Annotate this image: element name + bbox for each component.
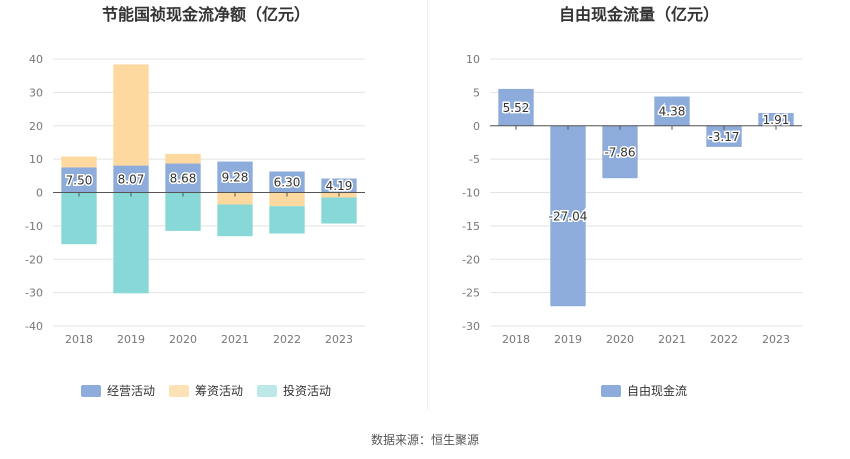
x-tick-label: 2022 xyxy=(710,333,738,346)
data-label: 5.52 xyxy=(503,101,530,115)
bar-segment xyxy=(165,153,201,164)
y-tick-label: 0 xyxy=(36,187,43,200)
y-tick-label: -10 xyxy=(25,220,43,233)
x-tick-label: 2021 xyxy=(221,333,249,346)
legend-swatch xyxy=(601,385,621,397)
legend-swatch xyxy=(169,385,189,397)
y-tick-label: 20 xyxy=(29,120,43,133)
data-label: 4.19 xyxy=(326,179,353,193)
data-label: -27.04 xyxy=(549,209,588,223)
bar-segment xyxy=(550,125,586,307)
chart-title: 自由现金流量（亿元） xyxy=(559,5,719,24)
bar-segment xyxy=(321,178,357,193)
y-tick-label: -20 xyxy=(25,253,43,266)
bar-segment xyxy=(61,156,97,168)
data-label: 4.38 xyxy=(659,105,686,119)
bar-segment xyxy=(269,171,305,193)
y-tick-label: -15 xyxy=(462,220,480,233)
y-tick-label: 10 xyxy=(29,153,43,166)
bar-segment xyxy=(321,197,357,224)
free-cash-flow-chart: 自由现金流量（亿元） 10 5 0 -5 -10 -15 -20 -25 -30 2018 2019 2… xyxy=(462,5,802,398)
x-tick-label: 2018 xyxy=(65,333,93,346)
x-tick-label: 2021 xyxy=(658,333,686,346)
legend-label: 筹资活动 xyxy=(195,384,243,398)
x-tick-label: 2020 xyxy=(169,333,197,346)
bar-segment xyxy=(217,204,253,237)
data-label: 8.07 xyxy=(118,173,145,187)
data-label: 7.50 xyxy=(66,173,93,187)
bar-segment xyxy=(61,167,97,193)
bar-segment xyxy=(758,113,794,126)
y-tick-label: 10 xyxy=(466,53,480,66)
y-tick-label: -5 xyxy=(469,153,480,166)
bar-segment xyxy=(165,192,201,231)
x-tick-label: 2019 xyxy=(117,333,145,346)
y-tick-label: 40 xyxy=(29,53,43,66)
bar-segment xyxy=(165,163,201,193)
legend-label: 自由现金流 xyxy=(627,383,687,398)
x-tick-label: 2023 xyxy=(325,333,353,346)
y-tick-label: -40 xyxy=(25,320,43,333)
bar-segment xyxy=(113,192,149,294)
chart-title: 节能国祯现金流净额（亿元） xyxy=(102,5,310,24)
legend-label: 经营活动 xyxy=(107,384,155,398)
bar-segment xyxy=(706,125,742,147)
bar-segment xyxy=(217,192,253,205)
bar-segment xyxy=(602,125,638,179)
legend-swatch xyxy=(81,385,101,397)
x-tick-label: 2022 xyxy=(273,333,301,346)
x-tick-label: 2020 xyxy=(606,333,634,346)
y-tick-label: 30 xyxy=(29,86,43,99)
data-label: -7.86 xyxy=(604,145,635,159)
bar-segment xyxy=(498,88,534,126)
x-tick-label: 2023 xyxy=(762,333,790,346)
y-tick-label: 5 xyxy=(473,86,480,99)
y-tick-label: 0 xyxy=(473,120,480,133)
data-label: 9.28 xyxy=(222,171,249,185)
bar-segment xyxy=(654,96,690,126)
bar-segment xyxy=(113,165,149,193)
data-label: 8.68 xyxy=(170,172,197,186)
y-tick-label: -10 xyxy=(462,187,480,200)
bar-segment xyxy=(113,64,149,166)
panel-divider xyxy=(427,0,428,410)
x-tick-label: 2019 xyxy=(554,333,582,346)
y-tick-label: -20 xyxy=(462,253,480,266)
bar-segment xyxy=(269,206,305,234)
legend-swatch xyxy=(257,385,277,397)
bar-segment xyxy=(269,192,305,207)
bar-segment xyxy=(217,161,253,193)
y-tick-label: -25 xyxy=(462,287,480,300)
x-tick-label: 2018 xyxy=(502,333,530,346)
data-label: 6.30 xyxy=(274,175,301,189)
data-label: -3.17 xyxy=(708,130,739,144)
cash-flow-net-chart: 节能国祯现金流净额（亿元） 40 30 20 10 0 -10 -20 -30 -40 2018 20… xyxy=(25,5,365,398)
bar-segment xyxy=(61,192,97,245)
data-source-note: 数据来源：恒生聚源 xyxy=(370,433,479,447)
legend-label: 投资活动 xyxy=(283,383,331,398)
y-tick-label: -30 xyxy=(462,320,480,333)
data-label: 1.91 xyxy=(763,113,790,127)
y-tick-label: -30 xyxy=(25,287,43,300)
